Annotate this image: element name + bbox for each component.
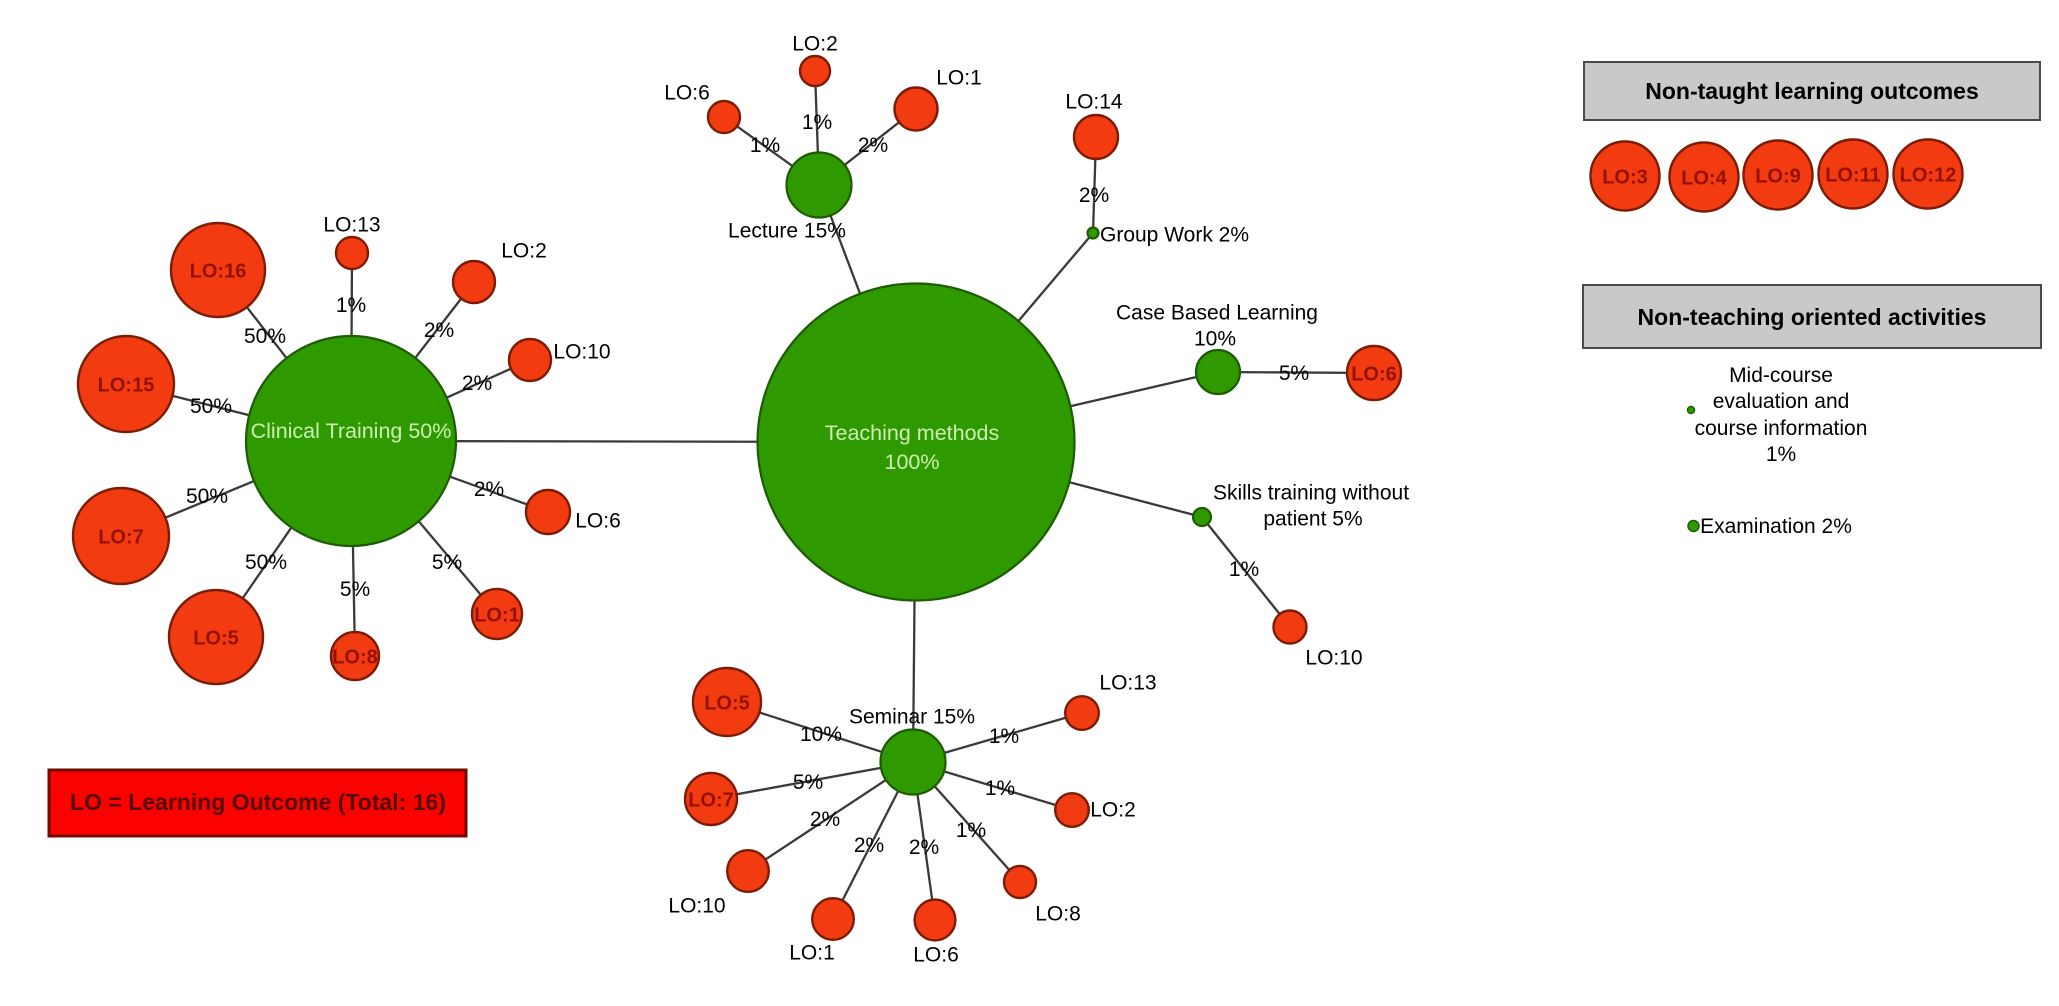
svg-text:Skills training without: Skills training without	[1213, 482, 1409, 505]
svg-text:LO:1: LO:1	[474, 605, 520, 627]
svg-text:LO:13: LO:13	[323, 214, 380, 237]
svg-text:2%: 2%	[810, 808, 840, 831]
svg-text:50%: 50%	[244, 325, 286, 348]
svg-text:5%: 5%	[432, 551, 462, 574]
svg-text:LO:8: LO:8	[332, 647, 378, 669]
svg-text:2%: 2%	[474, 478, 504, 501]
svg-text:LO:15: LO:15	[98, 375, 155, 397]
svg-text:LO:1: LO:1	[936, 67, 982, 90]
svg-text:LO:9: LO:9	[1755, 166, 1801, 188]
svg-text:evaluation and: evaluation and	[1713, 390, 1850, 413]
svg-text:LO:6: LO:6	[664, 82, 710, 105]
svg-text:LO:2: LO:2	[501, 240, 547, 263]
svg-text:10%: 10%	[1194, 328, 1236, 351]
svg-text:2%: 2%	[462, 372, 492, 395]
svg-text:LO:6: LO:6	[1351, 364, 1397, 386]
svg-text:LO:4: LO:4	[1681, 168, 1727, 190]
svg-text:LO:5: LO:5	[193, 628, 239, 650]
svg-text:50%: 50%	[245, 551, 287, 574]
svg-text:Teaching methods: Teaching methods	[825, 421, 1000, 445]
svg-text:5%: 5%	[1279, 362, 1309, 385]
svg-text:LO:2: LO:2	[792, 33, 838, 56]
svg-text:2%: 2%	[424, 319, 454, 342]
svg-text:50%: 50%	[190, 395, 232, 418]
svg-text:Lecture 15%: Lecture 15%	[728, 220, 846, 243]
svg-text:1%: 1%	[985, 777, 1015, 800]
svg-text:1%: 1%	[750, 134, 780, 157]
svg-text:Examination 2%: Examination 2%	[1700, 515, 1852, 538]
svg-text:50%: 50%	[186, 485, 228, 508]
svg-text:LO:7: LO:7	[688, 790, 734, 812]
svg-text:LO:14: LO:14	[1065, 91, 1123, 114]
svg-text:LO:12: LO:12	[1900, 165, 1957, 187]
svg-text:course information: course information	[1695, 417, 1868, 440]
svg-text:2%: 2%	[854, 834, 884, 857]
svg-text:LO:6: LO:6	[913, 944, 959, 967]
svg-text:2%: 2%	[909, 836, 939, 859]
svg-text:5%: 5%	[793, 771, 823, 794]
svg-text:LO:3: LO:3	[1602, 167, 1648, 189]
svg-text:LO:10: LO:10	[553, 341, 610, 364]
svg-text:10%: 10%	[800, 723, 842, 746]
svg-text:LO:6: LO:6	[575, 510, 621, 533]
svg-text:Clinical Training 50%: Clinical Training 50%	[251, 419, 452, 443]
svg-text:LO:2: LO:2	[1090, 799, 1136, 822]
svg-text:LO:1: LO:1	[789, 942, 835, 965]
svg-text:1%: 1%	[989, 725, 1019, 748]
svg-text:LO:16: LO:16	[190, 261, 247, 283]
svg-text:patient 5%: patient 5%	[1263, 508, 1362, 531]
svg-text:1%: 1%	[1229, 558, 1259, 581]
svg-text:Case Based Learning: Case Based Learning	[1116, 302, 1318, 325]
svg-text:LO = Learning Outcome (Total:: LO = Learning Outcome (Total: 16)	[70, 789, 446, 815]
svg-text:1%: 1%	[336, 294, 366, 317]
svg-text:1%: 1%	[802, 111, 832, 134]
svg-text:2%: 2%	[1079, 184, 1109, 207]
svg-text:Non-teaching oriented activiti: Non-teaching oriented activities	[1638, 304, 1987, 330]
svg-text:1%: 1%	[956, 819, 986, 842]
svg-text:1%: 1%	[1766, 443, 1796, 466]
svg-text:LO:8: LO:8	[1035, 903, 1081, 926]
svg-text:100%: 100%	[885, 450, 940, 474]
svg-text:5%: 5%	[340, 578, 370, 601]
svg-text:Group Work 2%: Group Work 2%	[1100, 224, 1249, 247]
svg-text:LO:10: LO:10	[668, 895, 725, 918]
svg-text:LO:10: LO:10	[1305, 647, 1362, 670]
svg-text:Mid-course: Mid-course	[1729, 364, 1833, 387]
svg-text:LO:13: LO:13	[1099, 672, 1156, 695]
svg-text:Seminar 15%: Seminar 15%	[849, 706, 975, 729]
svg-text:LO:11: LO:11	[1825, 165, 1881, 187]
svg-text:LO:5: LO:5	[704, 693, 750, 715]
svg-text:2%: 2%	[858, 134, 888, 157]
svg-text:Non-taught learning outcomes: Non-taught learning outcomes	[1645, 78, 1979, 104]
svg-text:LO:7: LO:7	[98, 527, 144, 549]
